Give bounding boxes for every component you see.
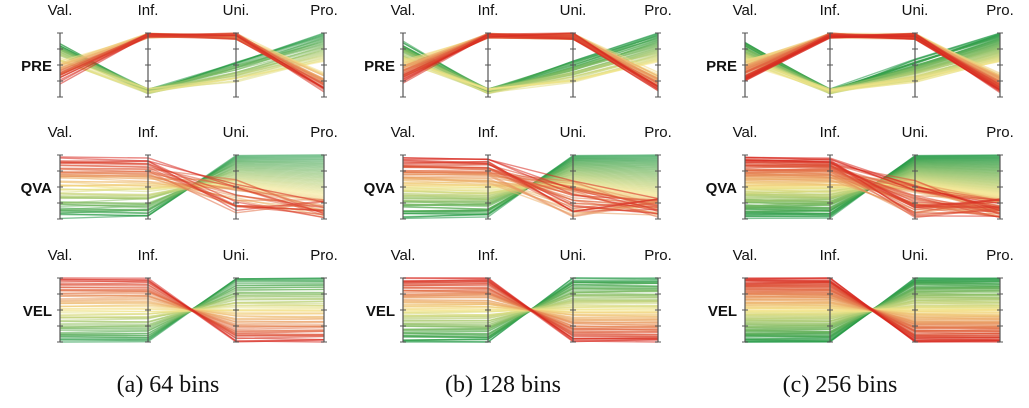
data-line — [402, 32, 659, 88]
data-line — [744, 277, 1001, 343]
axis-label: Pro. — [644, 247, 672, 264]
axis-label: Pro. — [986, 124, 1014, 141]
data-line — [402, 35, 659, 90]
axis-label: Inf. — [820, 124, 841, 141]
panel-caption: (c) 256 bins — [783, 372, 898, 398]
polyline-bundle — [744, 32, 1001, 95]
axis-label: Val. — [391, 124, 416, 141]
data-line — [402, 157, 659, 200]
row-label: VEL — [366, 303, 395, 320]
axis-label: Val. — [391, 247, 416, 264]
panel-caption: (a) 64 bins — [117, 372, 220, 398]
axis-label: Inf. — [138, 2, 159, 19]
polyline-bundle — [402, 154, 659, 220]
data-line — [402, 158, 659, 212]
data-line — [744, 34, 1001, 94]
axis-label: Val. — [391, 2, 416, 19]
polyline-bundle — [59, 32, 325, 95]
row-label: QVA — [364, 180, 396, 197]
axis-label: Uni. — [902, 247, 929, 264]
polyline-bundle — [59, 277, 325, 343]
row-label: QVA — [21, 180, 53, 197]
data-line — [402, 160, 659, 213]
data-line — [744, 177, 1001, 202]
data-line — [744, 32, 1001, 78]
polyline-bundle — [744, 277, 1001, 343]
axis-label: Uni. — [560, 2, 587, 19]
row-label: QVA — [706, 180, 738, 197]
axis-label: Uni. — [560, 124, 587, 141]
row-label: PRE — [364, 58, 395, 75]
axis-label: Pro. — [644, 2, 672, 19]
row-vel: VEL Val. Inf. Uni. Pro. — [708, 247, 1014, 343]
row-vel: VEL Val. Inf. Uni. Pro. — [366, 247, 672, 343]
axis-label: Pro. — [310, 247, 338, 264]
polyline-bundle — [402, 32, 659, 95]
polyline-bundle — [402, 277, 659, 343]
axis-label: Val. — [733, 2, 758, 19]
axis-label: Val. — [733, 247, 758, 264]
axis-label: Pro. — [644, 124, 672, 141]
data-line — [59, 161, 325, 212]
row-label: VEL — [708, 303, 737, 320]
axis-label: Val. — [48, 2, 73, 19]
data-line — [59, 168, 325, 212]
axis-label: Val. — [48, 247, 73, 264]
data-line — [59, 33, 325, 90]
data-line — [59, 277, 325, 343]
data-line — [744, 60, 1001, 92]
axis-label: Inf. — [820, 247, 841, 264]
axis-label: Inf. — [138, 247, 159, 264]
axis-label: Inf. — [138, 124, 159, 141]
axis-label: Val. — [733, 124, 758, 141]
axis-label: Val. — [48, 124, 73, 141]
axis-label: Uni. — [223, 247, 250, 264]
data-line — [402, 32, 659, 90]
axis-label: Inf. — [478, 247, 499, 264]
data-line — [744, 156, 1001, 205]
row-label: PRE — [21, 58, 52, 75]
axis-label: Uni. — [223, 2, 250, 19]
row-qva: QVA Val. Inf. Uni. Pro. — [21, 124, 338, 220]
captions: (a) 64 bins (b) 128 bins (c) 256 bins — [117, 372, 898, 398]
axis-label: Pro. — [310, 2, 338, 19]
data-line — [744, 159, 1001, 212]
row-pre: PRE Val. Inf. Uni. Pro. — [21, 2, 338, 98]
data-line — [402, 277, 659, 343]
row-vel: VEL Val. Inf. Uni. Pro. — [23, 247, 338, 343]
axis-label: Inf. — [478, 2, 499, 19]
axis-label: Uni. — [560, 247, 587, 264]
panel-caption: (b) 128 bins — [445, 372, 561, 398]
polyline-bundle — [744, 154, 1001, 220]
data-line — [402, 38, 659, 90]
axis-label: Inf. — [478, 124, 499, 141]
row-label: PRE — [706, 58, 737, 75]
row-pre: PRE Val. Inf. Uni. Pro. — [706, 2, 1014, 98]
data-line — [402, 61, 659, 90]
data-line — [59, 167, 325, 215]
axis-label: Uni. — [902, 124, 929, 141]
row-label: VEL — [23, 303, 52, 320]
row-qva: QVA Val. Inf. Uni. Pro. — [706, 124, 1014, 220]
axis-label: Uni. — [902, 2, 929, 19]
axis-label: Pro. — [986, 247, 1014, 264]
axis-label: Pro. — [310, 124, 338, 141]
axis-label: Pro. — [986, 2, 1014, 19]
data-line — [59, 60, 325, 93]
axis-label: Uni. — [223, 124, 250, 141]
axis-label: Inf. — [820, 2, 841, 19]
polyline-bundle — [59, 154, 325, 220]
row-qva: QVA Val. Inf. Uni. Pro. — [364, 124, 672, 220]
data-line — [59, 160, 325, 219]
data-line — [59, 157, 325, 203]
row-pre: PRE Val. Inf. Uni. Pro. — [364, 2, 672, 98]
data-line — [59, 160, 325, 212]
